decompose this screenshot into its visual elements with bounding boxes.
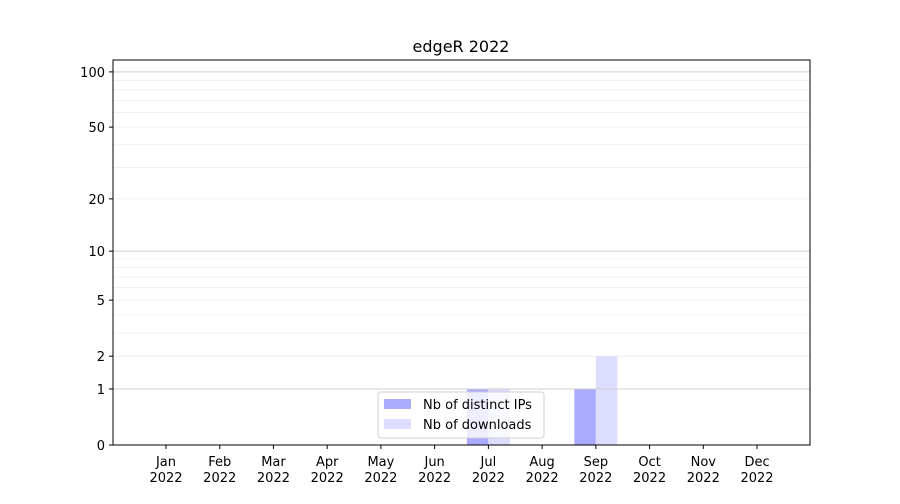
plot-frame (112, 59, 811, 446)
x-tick-label: 2022 (687, 471, 720, 486)
x-tick-label: Apr (316, 455, 339, 470)
x-tick-label: Feb (208, 455, 231, 470)
x-tick-label: 2022 (633, 471, 666, 486)
y-tick-label: 50 (88, 121, 105, 136)
x-tick-label: 2022 (257, 471, 290, 486)
legend-box (377, 391, 545, 439)
x-tick-label: 2022 (149, 471, 182, 486)
legend-swatch (384, 419, 411, 429)
x-tick-label: 2022 (364, 471, 397, 486)
bar-downloads (595, 356, 618, 445)
x-tick-label: 2022 (418, 471, 451, 486)
legend: Nb of distinct IPs Nb of downloads (377, 391, 545, 439)
y-tick-label: 0 (97, 439, 105, 454)
x-tick-label: 2022 (472, 471, 505, 486)
legend-label: Nb of distinct IPs (423, 398, 532, 413)
x-tick-label: May (367, 455, 394, 470)
x-tick-label: 2022 (740, 471, 773, 486)
x-tick-label: Jul (480, 455, 497, 470)
x-tick-label: Sep (584, 455, 609, 470)
legend-swatch (384, 399, 411, 409)
y-tick-label: 1 (97, 383, 105, 398)
y-tick-label: 20 (88, 193, 105, 208)
x-tick-label: Aug (529, 455, 554, 470)
y-tick-label: 10 (88, 245, 105, 260)
x-tick-label: Jan (155, 455, 176, 470)
x-tick-label: 2022 (203, 471, 236, 486)
chart-title: edgeR 2022 (413, 37, 510, 56)
x-tick-label: 2022 (579, 471, 612, 486)
legend-label: Nb of downloads (423, 418, 532, 433)
y-tick-label: 2 (97, 350, 105, 365)
x-tick-label: Mar (261, 455, 286, 470)
y-tick-label: 100 (80, 66, 105, 81)
x-tick-label: Dec (744, 455, 769, 470)
x-tick-label: 2022 (311, 471, 344, 486)
x-tick-label: Nov (691, 455, 717, 470)
x-tick-label: 2022 (526, 471, 559, 486)
x-tick-label: Jun (423, 455, 444, 470)
y-tick-label: 5 (97, 294, 105, 309)
bar-distinct-ips (574, 388, 596, 445)
x-tick-label: Oct (638, 455, 660, 470)
